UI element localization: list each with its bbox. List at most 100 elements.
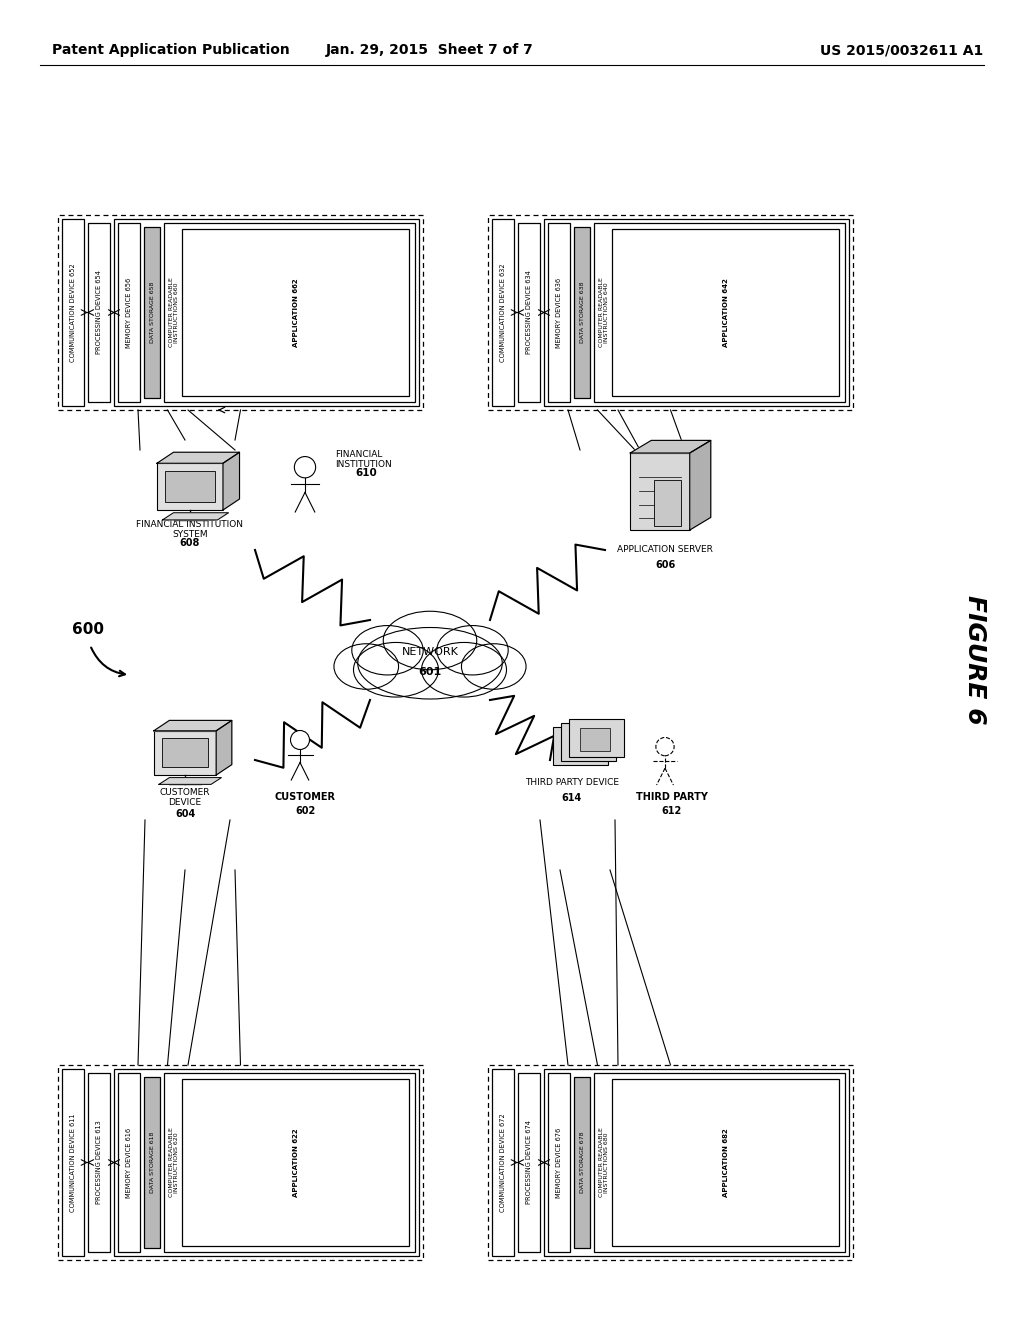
Circle shape	[656, 738, 674, 756]
Bar	[488, 215, 853, 411]
Bar	[118, 1073, 140, 1251]
Text: FIGURE 6: FIGURE 6	[963, 595, 987, 725]
Bar	[574, 227, 590, 399]
Bar	[182, 1078, 409, 1246]
Ellipse shape	[352, 626, 423, 675]
Bar	[630, 453, 690, 531]
Text: 606: 606	[655, 560, 675, 570]
Text: COMPUTER READABLE
INSTRUCTIONS 620: COMPUTER READABLE INSTRUCTIONS 620	[169, 1127, 179, 1197]
Bar	[612, 228, 839, 396]
Bar	[114, 1069, 419, 1257]
Ellipse shape	[357, 627, 502, 700]
Text: MEMORY DEVICE 676: MEMORY DEVICE 676	[556, 1127, 562, 1197]
Text: 612: 612	[662, 807, 682, 816]
Text: 601: 601	[419, 667, 441, 677]
Text: COMMUNICATION DEVICE 652: COMMUNICATION DEVICE 652	[70, 263, 76, 362]
Bar	[62, 219, 84, 407]
Text: Patent Application Publication: Patent Application Publication	[52, 44, 290, 57]
Bar	[492, 1069, 514, 1257]
Text: APPLICATION SERVER: APPLICATION SERVER	[617, 545, 713, 554]
Text: PROCESSING DEVICE 613: PROCESSING DEVICE 613	[96, 1121, 102, 1204]
Bar	[144, 1077, 160, 1247]
Bar	[164, 223, 415, 403]
Bar	[518, 1073, 540, 1251]
Bar	[114, 219, 419, 407]
Circle shape	[291, 730, 309, 750]
Text: CUSTOMER: CUSTOMER	[274, 792, 336, 803]
Polygon shape	[630, 441, 711, 453]
Ellipse shape	[437, 626, 508, 675]
Bar	[162, 738, 209, 767]
Text: APPLICATION 662: APPLICATION 662	[293, 279, 299, 347]
Bar	[182, 228, 409, 396]
Text: 610: 610	[355, 469, 377, 478]
Text: THIRD PARTY DEVICE: THIRD PARTY DEVICE	[525, 777, 618, 787]
Bar	[563, 737, 594, 759]
Polygon shape	[690, 441, 711, 531]
Bar	[654, 480, 681, 527]
Circle shape	[294, 457, 315, 478]
Bar	[544, 219, 849, 407]
Bar	[88, 223, 110, 403]
Text: APPLICATION 682: APPLICATION 682	[723, 1129, 728, 1197]
Text: MEMORY DEVICE 616: MEMORY DEVICE 616	[126, 1127, 132, 1197]
Bar	[548, 223, 570, 403]
Bar	[58, 215, 423, 411]
Text: APPLICATION 622: APPLICATION 622	[293, 1129, 299, 1197]
Bar	[560, 722, 615, 762]
Text: CUSTOMER
DEVICE: CUSTOMER DEVICE	[160, 788, 210, 808]
Text: Jan. 29, 2015  Sheet 7 of 7: Jan. 29, 2015 Sheet 7 of 7	[326, 44, 534, 57]
Polygon shape	[216, 721, 231, 775]
Text: PROCESSING DEVICE 674: PROCESSING DEVICE 674	[526, 1121, 532, 1204]
Text: DATA STORAGE 638: DATA STORAGE 638	[580, 281, 585, 343]
Bar	[553, 726, 607, 766]
Ellipse shape	[334, 644, 398, 689]
Text: DATA STORAGE 678: DATA STORAGE 678	[580, 1131, 585, 1193]
Bar	[612, 1078, 839, 1246]
Polygon shape	[159, 777, 221, 784]
Text: NETWORK: NETWORK	[401, 647, 459, 657]
Text: COMPUTER READABLE
INSTRUCTIONS 640: COMPUTER READABLE INSTRUCTIONS 640	[599, 277, 609, 347]
Bar	[574, 1077, 590, 1247]
Bar	[594, 1073, 845, 1251]
Text: 614: 614	[562, 793, 582, 803]
Ellipse shape	[353, 643, 438, 697]
Text: APPLICATION 642: APPLICATION 642	[723, 279, 728, 347]
Text: PROCESSING DEVICE 654: PROCESSING DEVICE 654	[96, 271, 102, 355]
Bar	[157, 463, 223, 510]
Bar	[62, 1069, 84, 1257]
Bar	[492, 219, 514, 407]
Text: 600: 600	[72, 623, 104, 638]
Bar	[568, 718, 624, 756]
Text: COMMUNICATION DEVICE 611: COMMUNICATION DEVICE 611	[70, 1113, 76, 1212]
Bar	[488, 1065, 853, 1261]
Bar	[548, 1073, 570, 1251]
Ellipse shape	[383, 611, 477, 669]
Text: FINANCIAL INSTITUTION
SYSTEM: FINANCIAL INSTITUTION SYSTEM	[136, 520, 244, 540]
Polygon shape	[163, 512, 228, 520]
Text: MEMORY DEVICE 656: MEMORY DEVICE 656	[126, 277, 132, 347]
Bar	[571, 733, 602, 755]
Text: PROCESSING DEVICE 634: PROCESSING DEVICE 634	[526, 271, 532, 355]
Bar	[518, 223, 540, 403]
Bar	[144, 227, 160, 399]
Bar	[118, 223, 140, 403]
Bar	[164, 1073, 415, 1251]
Bar	[88, 1073, 110, 1251]
Text: US 2015/0032611 A1: US 2015/0032611 A1	[820, 44, 983, 57]
Text: 602: 602	[295, 807, 315, 816]
Text: FINANCIAL
INSTITUTION: FINANCIAL INSTITUTION	[335, 450, 392, 470]
Bar	[165, 471, 215, 502]
Text: COMMUNICATION DEVICE 672: COMMUNICATION DEVICE 672	[500, 1113, 506, 1212]
Bar	[544, 1069, 849, 1257]
Text: COMPUTER READABLE
INSTRUCTIONS 660: COMPUTER READABLE INSTRUCTIONS 660	[169, 277, 179, 347]
Text: DATA STORAGE 658: DATA STORAGE 658	[150, 281, 155, 343]
Bar	[154, 731, 216, 775]
Polygon shape	[154, 721, 231, 731]
Bar	[58, 1065, 423, 1261]
Text: MEMORY DEVICE 636: MEMORY DEVICE 636	[556, 277, 562, 347]
Bar	[580, 729, 609, 751]
Text: THIRD PARTY: THIRD PARTY	[636, 792, 708, 803]
Bar	[594, 223, 845, 403]
Text: DATA STORAGE 618: DATA STORAGE 618	[150, 1131, 155, 1193]
